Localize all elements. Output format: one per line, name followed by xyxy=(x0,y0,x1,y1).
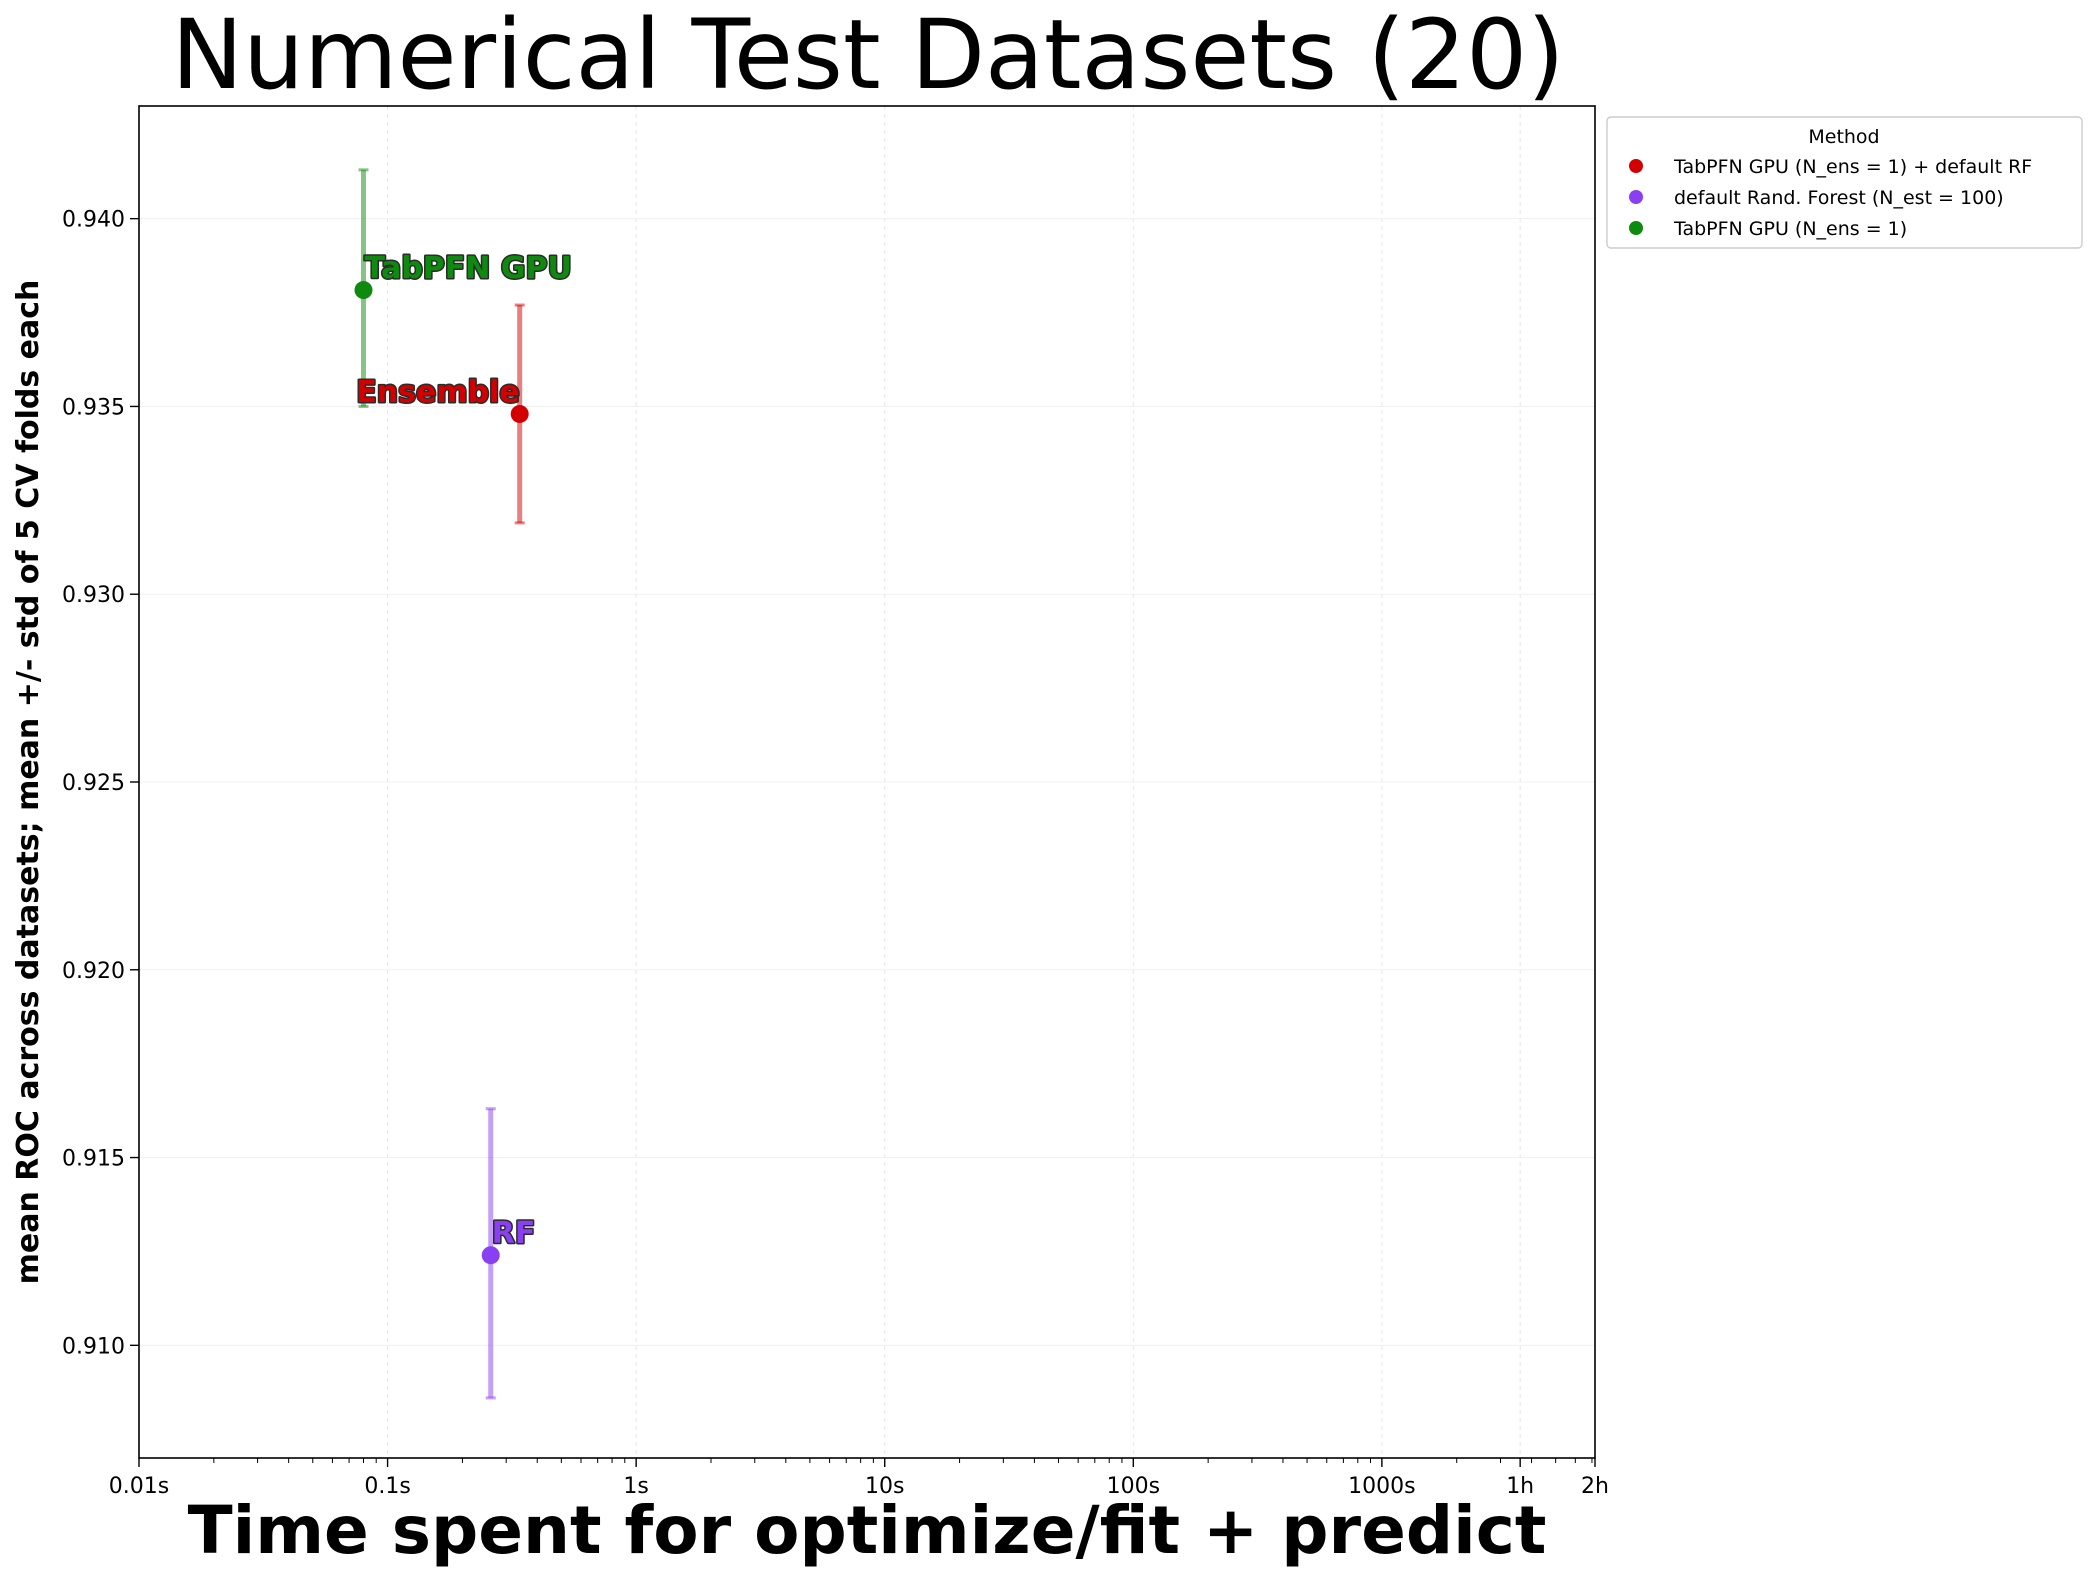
y-axis: 0.910 0.915 0.920 0.925 0.930 0.935 0.940 xyxy=(62,208,139,1359)
legend-label: default Rand. Forest (N_est = 100) xyxy=(1674,187,2004,209)
legend-marker xyxy=(1629,221,1643,235)
grid-lines xyxy=(139,106,1595,1458)
y-tick-label: 0.935 xyxy=(62,395,125,420)
x-tick-label: 0.01s xyxy=(109,1474,169,1499)
point-annotation: Ensemble xyxy=(356,375,519,410)
x-tick-label: 0.1s xyxy=(364,1474,410,1499)
y-tick-label: 0.930 xyxy=(62,583,125,608)
point-annotation: RF xyxy=(492,1216,536,1251)
legend-marker xyxy=(1629,190,1643,204)
y-tick-label: 0.920 xyxy=(62,959,125,984)
legend: Method TabPFN GPU (N_ens = 1) + default … xyxy=(1606,116,2083,249)
legend-label: TabPFN GPU (N_ens = 1) + default RF xyxy=(1673,156,2032,178)
y-tick-label: 0.925 xyxy=(62,771,125,796)
x-tick-label: 1000s xyxy=(1348,1474,1415,1499)
legend-label: TabPFN GPU (N_ens = 1) xyxy=(1673,218,1907,240)
y-tick-label: 0.910 xyxy=(62,1334,125,1359)
legend-title: Method xyxy=(1808,126,1879,148)
y-tick-label: 0.940 xyxy=(62,208,125,233)
annotations: Ensemble RF TabPFN GPU xyxy=(355,250,574,1253)
data-point xyxy=(354,281,373,300)
y-axis-label: mean ROC across datasets; mean +/- std o… xyxy=(11,280,46,1285)
data-point xyxy=(510,404,529,423)
data-point xyxy=(481,1246,500,1265)
point-annotation: TabPFN GPU xyxy=(364,251,571,286)
x-axis-label: Time spent for optimize/fit + predict xyxy=(188,1492,1547,1569)
x-axis: 0.01s 0.1s 1s 10s 100s 1000s 1h 2h xyxy=(109,1458,1609,1499)
data-marks xyxy=(354,168,529,1400)
x-tick-label: 100s xyxy=(1107,1474,1160,1499)
legend-box xyxy=(1606,116,2083,249)
y-tick-label: 0.915 xyxy=(62,1147,125,1172)
legend-entries: TabPFN GPU (N_ens = 1) + default RF defau… xyxy=(1629,156,2032,240)
x-tick-label: 10s xyxy=(865,1474,904,1499)
x-tick-label: 1h xyxy=(1506,1474,1534,1499)
x-tick-label: 1s xyxy=(623,1474,648,1499)
x-tick-label: 2h xyxy=(1581,1474,1609,1499)
chart-title: Numerical Test Datasets (20) xyxy=(171,0,1564,111)
legend-marker xyxy=(1629,159,1643,173)
